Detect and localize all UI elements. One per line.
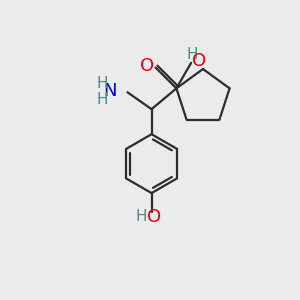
Text: H: H — [97, 76, 108, 91]
Text: H: H — [136, 209, 147, 224]
Text: O: O — [140, 57, 154, 75]
Text: H: H — [97, 92, 108, 107]
Text: O: O — [192, 52, 206, 70]
Text: O: O — [148, 208, 162, 226]
Text: N: N — [104, 82, 117, 100]
Text: H: H — [187, 47, 198, 62]
